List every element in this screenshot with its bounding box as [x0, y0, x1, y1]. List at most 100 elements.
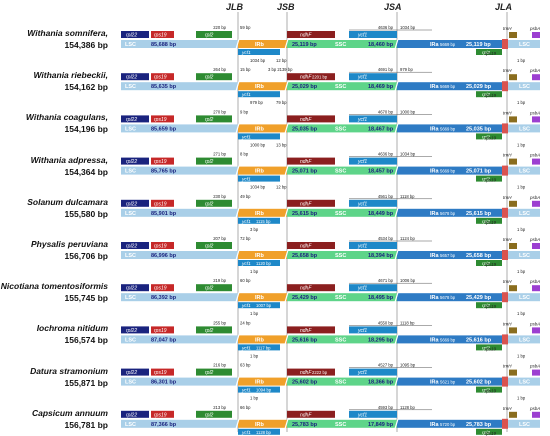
- irb-label: IRb: [255, 126, 265, 132]
- ycf1-label: ycf1: [357, 328, 367, 334]
- rps19-jla-label: rps19: [485, 93, 497, 98]
- rps19-label: rps19: [154, 244, 167, 250]
- header-jlb: JLB: [226, 2, 244, 12]
- trnH-gene: [509, 116, 517, 123]
- genome-length: 156,574 bp: [64, 335, 108, 346]
- irb-length: 25,035 bp: [292, 126, 318, 132]
- ycf1-gene: [349, 410, 397, 418]
- ycf1-short-label: ycf1: [241, 177, 251, 183]
- trnH-gene: [509, 327, 517, 334]
- ssc-bar: [287, 208, 397, 217]
- rpl2-label: rpl2: [205, 159, 214, 165]
- jlb-bp-left: 255 bp: [213, 320, 226, 325]
- rps19-jla-gene: [502, 376, 508, 387]
- ira-ycf1-bp: 5678 bp: [440, 211, 456, 216]
- genome-length: 154,386 bp: [64, 40, 108, 50]
- rpl2-label: rpl2: [205, 244, 214, 250]
- ssc-bar: [287, 335, 397, 344]
- ira-bar: [397, 208, 507, 217]
- jsa-bp-right: 1118 bp: [400, 194, 415, 199]
- lsc-label: LSC: [125, 295, 136, 301]
- ssc-label: SSC: [335, 84, 346, 90]
- ycf1-short-label: ycf1: [241, 303, 251, 309]
- break-mark: [284, 165, 289, 176]
- jsb-bp-bottom-right: 13 bp: [276, 142, 287, 147]
- ndhF-gene: [287, 199, 335, 207]
- psbA-gene: [532, 243, 540, 249]
- jsb-bp-bottom-right: 12 bp: [276, 58, 287, 63]
- break-mark: [235, 334, 240, 345]
- ycf1-short-bp: 1007 bp: [256, 303, 272, 308]
- ycf1-short-gene: [238, 217, 280, 224]
- ira-bar: [397, 377, 507, 386]
- break-mark: [394, 123, 399, 134]
- jsb-bp-bottom-left: 1034 bp: [250, 185, 266, 190]
- rps19-jla-label: rps19: [485, 389, 497, 394]
- jsa-bp-left: 4636 bp: [378, 25, 394, 30]
- jsa-bp-left: 4593 bp: [378, 405, 394, 410]
- psbA-gene: [532, 327, 540, 334]
- ycf1-short-gene: [238, 428, 280, 435]
- lsc-end-label: LSC: [519, 169, 530, 175]
- species-label: Datura stramonium 155,871 bp: [0, 365, 108, 389]
- species-name: Capsicum annuum: [31, 407, 108, 418]
- rpl2b-label: rpl2: [482, 261, 490, 267]
- ira-length: 25,616 bp: [466, 337, 492, 343]
- ycf1-short-label: ycf1: [241, 50, 251, 56]
- rpl22-gene: [121, 410, 149, 418]
- irb-bar: [238, 293, 287, 302]
- ssc-label: SSC: [335, 295, 346, 301]
- species-label: Capsicum annuum 156,781 bp: [0, 407, 108, 431]
- rps19-label: rps19: [154, 412, 167, 418]
- rps19-jla-label: rps19: [485, 431, 497, 436]
- rpl2-label: rpl2: [205, 370, 214, 376]
- ssc-bar: [287, 377, 397, 386]
- ndhF-label: ndhF: [300, 286, 312, 292]
- jsb-bp-top: 3 bp 2139 bp: [268, 67, 293, 72]
- psbA-label: psbA: [529, 321, 540, 326]
- rpl22-label: rpl22: [126, 201, 137, 207]
- ira-ycf1-bp: 5678 bp: [440, 295, 456, 300]
- rps19-label: rps19: [154, 75, 167, 81]
- rpl2b-gene: [476, 175, 502, 182]
- ycf1-short-bp: 1128 bp: [256, 430, 271, 435]
- rps19-gene: [151, 31, 174, 38]
- lsc-end-bar: [507, 293, 540, 302]
- rps19-label: rps19: [154, 159, 167, 165]
- jlb-bp-left: 220 bp: [213, 25, 226, 30]
- jlb-bp-right: 60 bp: [240, 278, 251, 283]
- irb-label: IRb: [255, 253, 265, 259]
- jsa-bp-right: 1118 bp: [400, 320, 415, 325]
- ssc-bar: [287, 40, 397, 48]
- genome-length: 154,364 bp: [64, 166, 108, 177]
- trnH-gene: [509, 243, 517, 249]
- irb-bar: [238, 419, 287, 428]
- ira-length: 25,071 bp: [466, 169, 492, 175]
- ndhF-bp: 2201 bp: [312, 75, 328, 80]
- ssc-length: 18,457 bp: [368, 169, 394, 175]
- psbA-gene: [532, 74, 540, 81]
- irb-bar: [238, 82, 287, 91]
- irb-length: 25,119 bp: [292, 42, 317, 48]
- jsa-bp-right: 979 bp: [400, 67, 413, 72]
- ycf1-short-gene: [238, 386, 280, 393]
- ndhF-gene: [287, 242, 335, 249]
- irb-label: IRb: [255, 169, 265, 175]
- psbA-label: psbA: [529, 364, 540, 369]
- rps19-gene: [151, 368, 174, 376]
- ycf1-label: ycf1: [357, 117, 367, 123]
- rpl2b-gene: [476, 260, 502, 266]
- ycf1-short-gene: [238, 49, 280, 55]
- lsc-bar: [121, 335, 238, 344]
- ira-length: 25,429 bp: [466, 295, 492, 301]
- jlb-bp-right: 72 bp: [240, 236, 251, 241]
- rpl22-gene: [121, 326, 149, 334]
- rpl2b-label: rpl2: [482, 50, 490, 56]
- ssc-length: 18,295 bp: [368, 337, 394, 343]
- lsc-label: LSC: [125, 42, 136, 48]
- rps19-jla-gene: [502, 334, 508, 345]
- ndhF-label: ndhF: [300, 159, 312, 165]
- jlb-bp-left: 264 bp: [213, 67, 226, 72]
- ycf1-short-gene: [238, 302, 280, 309]
